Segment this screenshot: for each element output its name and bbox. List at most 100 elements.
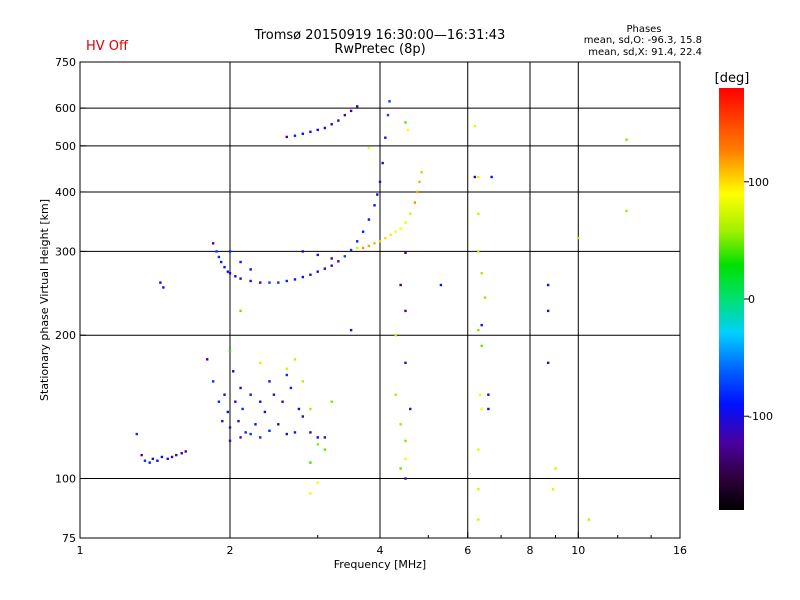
data-point [159, 281, 162, 284]
data-point [384, 136, 387, 139]
data-point [367, 146, 371, 150]
data-point [404, 121, 407, 124]
data-point [301, 415, 305, 418]
data-point [349, 328, 353, 332]
data-point [285, 135, 288, 139]
data-point [413, 201, 417, 204]
data-points [135, 100, 628, 521]
data-point [478, 393, 482, 396]
data-point [373, 204, 376, 207]
data-point [234, 275, 237, 278]
data-point [384, 236, 387, 240]
data-point [297, 407, 301, 411]
y-tick-label: 500 [55, 140, 76, 153]
data-point [587, 518, 591, 521]
data-point [180, 452, 183, 455]
data-point [399, 227, 402, 230]
data-point [259, 281, 262, 284]
data-point [399, 283, 402, 287]
data-point [211, 380, 215, 383]
data-point [355, 105, 359, 108]
data-point [175, 453, 178, 457]
data-point [367, 218, 371, 221]
y-tick-label: 750 [55, 56, 76, 69]
data-point [546, 283, 550, 287]
data-point [239, 386, 242, 390]
data-point [323, 436, 327, 439]
data-point [337, 260, 340, 263]
data-point [316, 443, 319, 446]
data-point [301, 380, 305, 383]
data-point [211, 242, 215, 245]
data-point [285, 373, 288, 377]
y-tick-label: 400 [55, 186, 76, 199]
data-point [285, 432, 288, 436]
data-point [217, 400, 221, 403]
data-point [409, 407, 412, 411]
data-point [404, 457, 407, 461]
data-point [232, 370, 235, 373]
data-point [316, 436, 319, 439]
data-point [309, 461, 312, 464]
data-point [285, 367, 288, 371]
data-point [394, 393, 397, 396]
data-point [349, 109, 353, 113]
colorbar [719, 88, 744, 510]
data-point [554, 467, 557, 470]
data-point [394, 334, 397, 337]
data-point [381, 161, 384, 165]
data-point [349, 248, 353, 252]
data-point [259, 361, 262, 365]
data-point [239, 277, 242, 280]
data-point [249, 432, 252, 436]
data-point [487, 393, 490, 396]
data-point [272, 393, 276, 396]
chart-title: Tromsø 20150919 16:30:00—16:31:43 [254, 28, 506, 43]
stats-x-line: mean, sd,X: 91.4, 22.4 [588, 47, 702, 58]
data-point [301, 132, 305, 135]
data-point [309, 492, 312, 495]
data-point [378, 180, 382, 184]
data-point [477, 328, 480, 332]
data-point [277, 423, 280, 426]
data-point [215, 250, 218, 253]
x-tick-label: 8 [527, 544, 534, 557]
data-point [323, 126, 327, 130]
data-point [399, 423, 402, 426]
data-point [293, 358, 297, 361]
data-point [330, 264, 333, 267]
data-point [404, 439, 407, 443]
colorbar-ticks: 100 0 -100 [744, 176, 773, 423]
data-point [546, 309, 550, 313]
data-point [343, 113, 347, 117]
data-point [148, 461, 151, 464]
data-point [151, 457, 155, 461]
data-point [394, 230, 397, 233]
data-point [226, 410, 230, 414]
data-point [259, 436, 262, 439]
y-tick-label: 100 [55, 473, 76, 486]
data-point [355, 240, 359, 243]
data-point [277, 281, 280, 284]
x-tick-label: 4 [377, 544, 384, 557]
data-point [409, 212, 412, 215]
data-point [259, 400, 262, 403]
data-point [386, 113, 390, 117]
data-point [551, 487, 555, 491]
data-point [140, 453, 143, 457]
data-point [237, 419, 240, 423]
data-point [337, 119, 340, 122]
data-point [254, 423, 257, 426]
data-point [263, 410, 267, 414]
x-tick-label: 2 [227, 544, 234, 557]
data-point [219, 260, 223, 264]
data-point [249, 279, 252, 283]
data-point [268, 281, 271, 284]
data-point [309, 273, 312, 276]
data-point [378, 240, 382, 243]
data-point [301, 275, 305, 279]
data-point [355, 246, 359, 250]
data-point [166, 457, 169, 461]
data-point [241, 407, 244, 411]
data-point [477, 250, 480, 253]
